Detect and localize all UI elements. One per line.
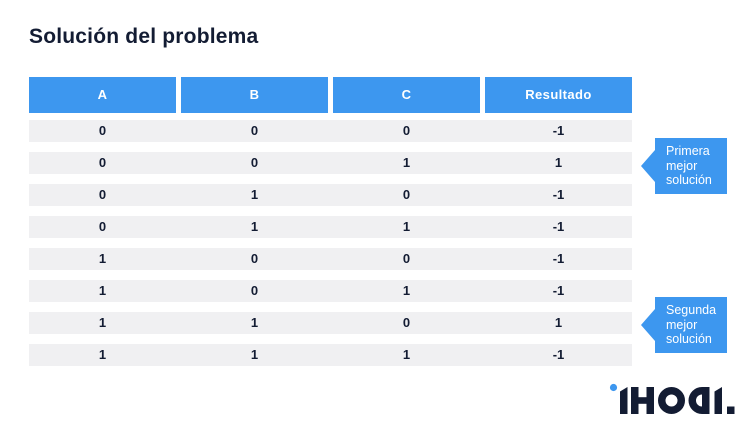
table-cell: 1 xyxy=(250,315,259,330)
page-title: Solución del problema xyxy=(29,25,259,48)
table-cell-result: -1 xyxy=(552,347,565,362)
callout-text: Primera mejor solución xyxy=(666,144,712,187)
table-cell: 1 xyxy=(98,347,107,362)
table-row: 0 1 0 -1 xyxy=(29,184,632,206)
callout-primera-mejor-solucion: Primera mejor solución xyxy=(641,138,727,194)
table-row: 1 1 0 1 xyxy=(29,312,632,334)
logo-letters xyxy=(620,387,735,414)
table-cell: 1 xyxy=(98,283,107,298)
table-cell: 0 xyxy=(98,123,107,138)
table-cell: 1 xyxy=(402,283,411,298)
table-cell-result: -1 xyxy=(552,251,565,266)
table-cell: 0 xyxy=(402,315,411,330)
table-header: A B C Resultado xyxy=(29,77,632,113)
table-row: 1 1 1 -1 xyxy=(29,344,632,366)
table-cell: 0 xyxy=(98,187,107,202)
table-cell: 1 xyxy=(250,219,259,234)
table-row: 1 0 0 -1 xyxy=(29,248,632,270)
table-cell: 0 xyxy=(402,187,411,202)
column-header-a: A xyxy=(29,77,176,113)
table-cell-result: -1 xyxy=(552,283,565,298)
table-cell: 1 xyxy=(98,251,107,266)
ihodl-logo xyxy=(609,383,735,414)
table-body: 0 0 0 -1 0 0 1 1 0 1 0 -1 0 1 1 -1 1 0 0… xyxy=(29,120,632,376)
table-cell-result: -1 xyxy=(552,187,565,202)
table-cell: 1 xyxy=(402,347,411,362)
table-cell: 1 xyxy=(98,315,107,330)
table-cell-result: -1 xyxy=(552,123,565,138)
table-cell-result: -1 xyxy=(552,219,565,234)
column-header-c: C xyxy=(333,77,480,113)
table-cell: 0 xyxy=(250,251,259,266)
column-header-b: B xyxy=(181,77,328,113)
callout-arrow-left-icon xyxy=(641,308,655,341)
table-cell: 1 xyxy=(402,155,411,170)
callout-segunda-mejor-solucion: Segunda mejor solución xyxy=(641,297,727,353)
table-cell: 0 xyxy=(98,219,107,234)
logo-text: IHODL. xyxy=(0,0,1,1)
callout-arrow-left-icon xyxy=(641,149,655,182)
table-cell-result: 1 xyxy=(554,315,563,330)
column-header-resultado: Resultado xyxy=(485,77,632,113)
table-row: 0 0 0 -1 xyxy=(29,120,632,142)
table-cell: 0 xyxy=(402,123,411,138)
table-cell: 0 xyxy=(250,155,259,170)
table-cell: 1 xyxy=(250,187,259,202)
table-cell-result: 1 xyxy=(554,155,563,170)
table-cell: 0 xyxy=(250,283,259,298)
table-cell: 0 xyxy=(98,155,107,170)
logo-blue-dot xyxy=(609,383,618,392)
table-cell: 0 xyxy=(402,251,411,266)
table-cell: 0 xyxy=(250,123,259,138)
table-row: 0 1 1 -1 xyxy=(29,216,632,238)
table-row: 1 0 1 -1 xyxy=(29,280,632,302)
table-row: 0 0 1 1 xyxy=(29,152,632,174)
callout-text: Segunda mejor solución xyxy=(666,303,717,346)
table-cell: 1 xyxy=(402,219,411,234)
table-cell: 1 xyxy=(250,347,259,362)
